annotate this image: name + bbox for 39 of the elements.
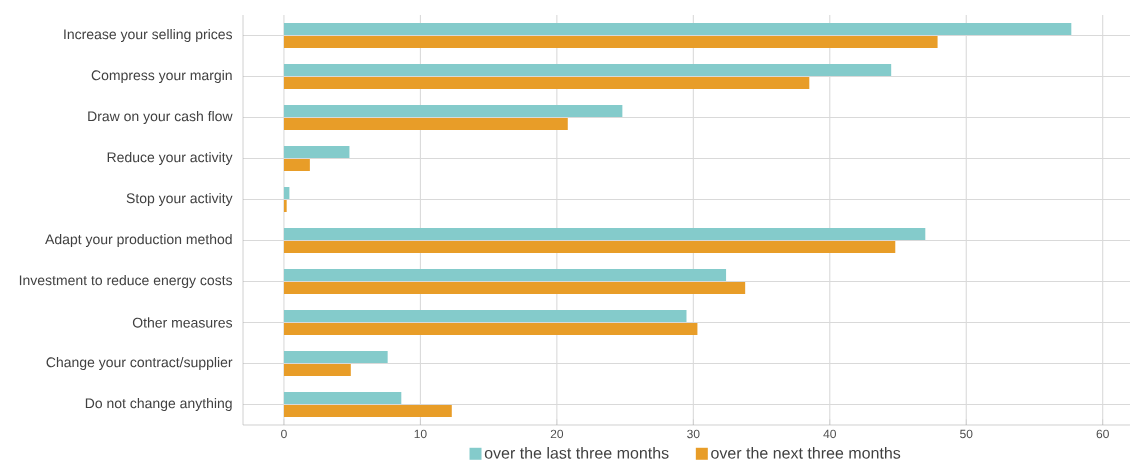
bar — [283, 350, 388, 363]
x-tick-label: 10 — [414, 429, 427, 439]
bar — [283, 391, 402, 404]
y-tick-label: Other measures — [132, 317, 233, 328]
y-tick-label: Increase your selling prices — [64, 28, 233, 43]
x-tick-label: 40 — [823, 429, 836, 439]
bar — [283, 323, 698, 335]
x-tick-label: 20 — [550, 429, 564, 439]
x-tick-label: 50 — [960, 429, 973, 439]
bar — [283, 186, 290, 199]
bar — [283, 268, 727, 281]
bar — [283, 309, 687, 322]
legend-label: over the last three months — [484, 447, 669, 459]
bar — [283, 405, 452, 417]
y-tick-label: Investment to reduce energy costs — [19, 274, 233, 289]
bar — [283, 282, 746, 294]
y-tick-label: Compress your margin — [91, 69, 232, 84]
bar — [283, 241, 896, 253]
bar — [283, 364, 351, 376]
bar — [283, 159, 310, 171]
x-tick-label: 30 — [687, 429, 700, 439]
x-tick-label: 0 — [281, 429, 287, 439]
y-tick-label: Adapt your production method — [45, 233, 232, 248]
bar — [283, 23, 1072, 35]
y-tick-label: Stop your activity — [126, 192, 233, 207]
bar — [283, 63, 892, 76]
y-tick-label: Draw on your cash flow — [88, 110, 233, 125]
legend-label: over the next three months — [711, 447, 901, 459]
x-tick-label: 60 — [1096, 429, 1109, 439]
bar — [283, 227, 926, 240]
bar — [283, 36, 938, 49]
y-tick-label: Reduce your activity — [107, 151, 233, 166]
bar — [283, 77, 810, 90]
bar — [283, 118, 568, 131]
bar — [283, 104, 623, 117]
y-tick-label: Change your contract/supplier — [46, 356, 233, 371]
bar — [283, 145, 350, 158]
y-tick-label: Do not change anything — [85, 397, 232, 412]
bar — [283, 200, 287, 213]
